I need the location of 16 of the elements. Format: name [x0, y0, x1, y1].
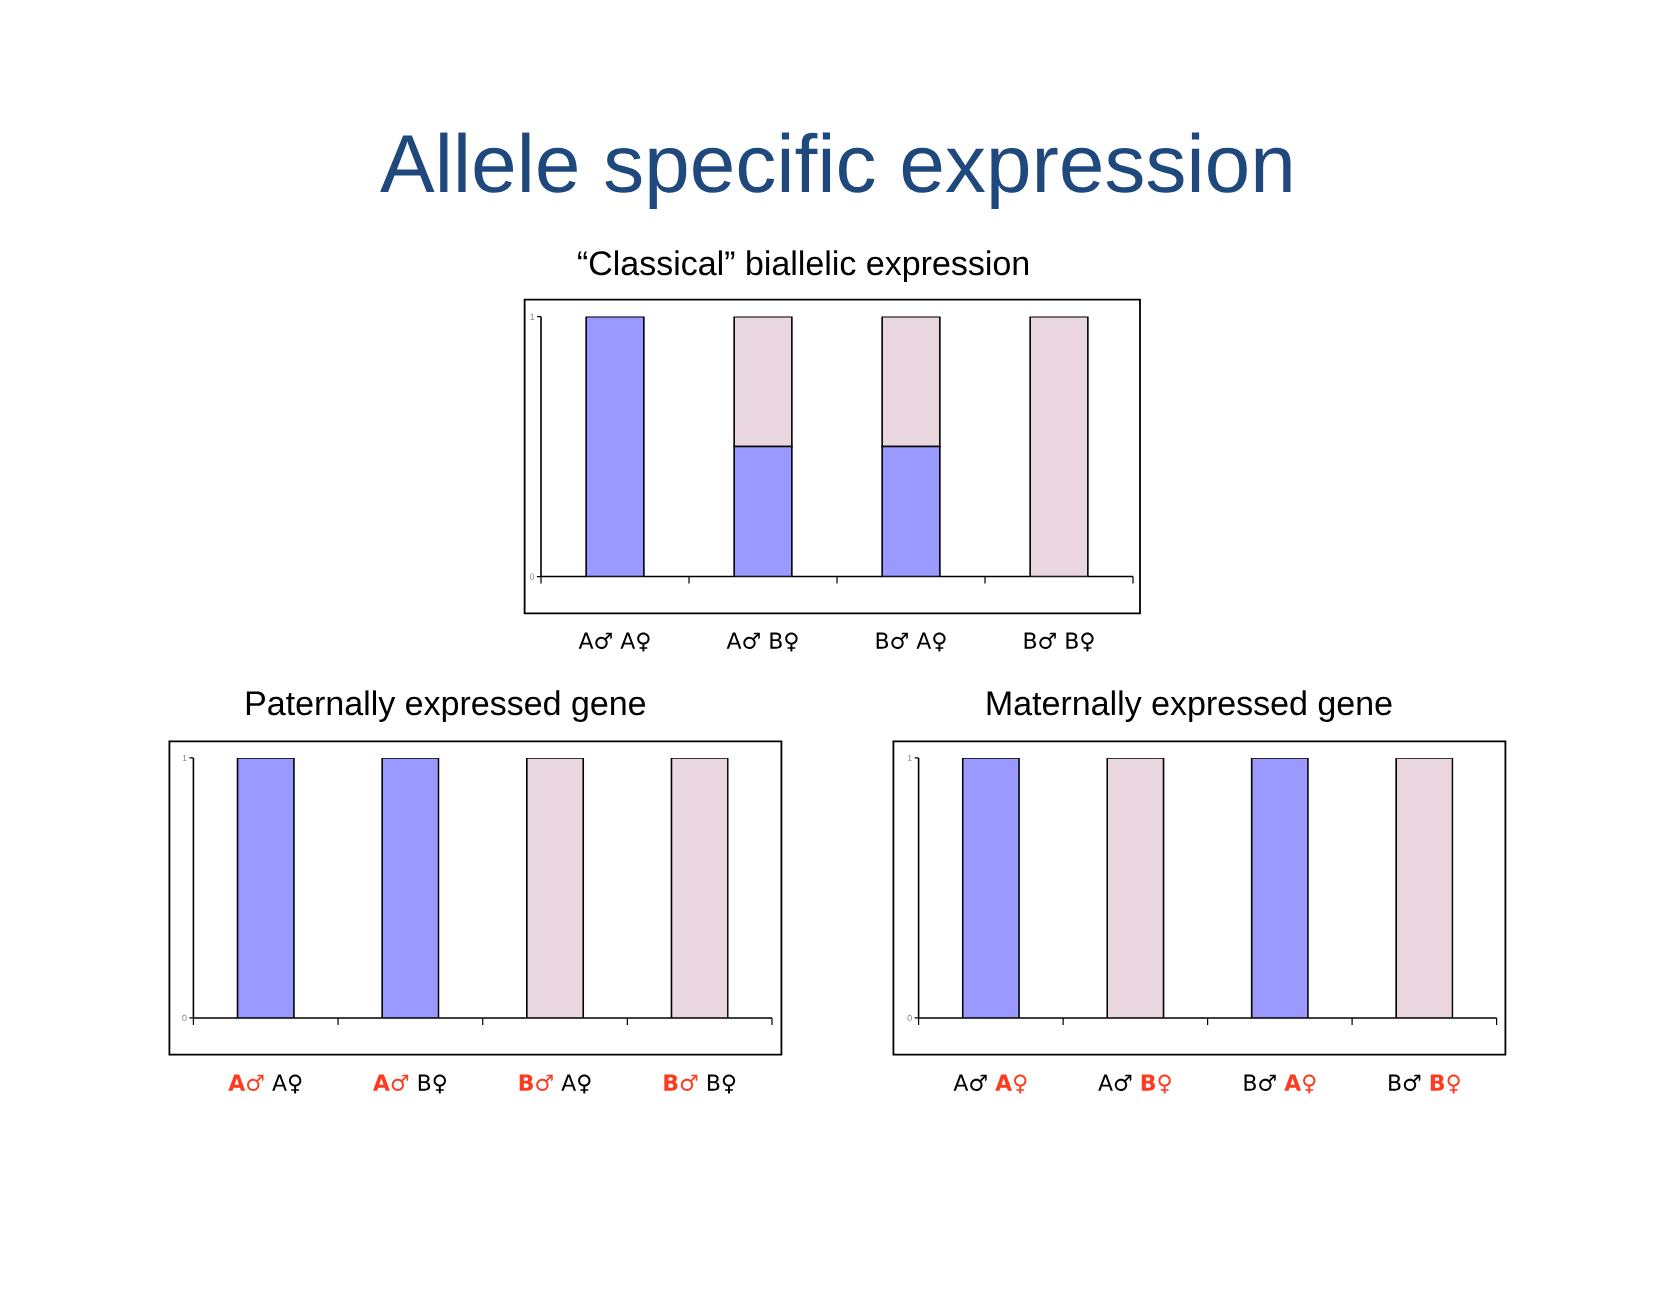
x-tick-label: A♂ B♀	[373, 1074, 446, 1094]
chart-title: Maternally expressed gene	[987, 690, 1392, 723]
x-tick-label: B♂ A♀	[1244, 1074, 1316, 1094]
x-tick-label: A♂ B♀	[1098, 1074, 1171, 1094]
x-tick-label: B♂ B♀	[1389, 1074, 1460, 1094]
chart-title: Paternally expressed gene	[246, 690, 646, 723]
x-tick-label: B♂ A♀	[519, 1074, 591, 1094]
x-tick-label: B♂ B♀	[664, 1074, 736, 1094]
x-tick-label: A♂ A♀	[228, 1074, 302, 1094]
text: Allele specific expression	[380, 132, 1291, 209]
x-tick-label: A♂ A♀	[578, 632, 650, 652]
x-tick-label: B♂ A♀	[876, 632, 946, 652]
x-tick-label: A♂ B♀	[726, 632, 798, 652]
x-tick-label: B♂ B♀	[1024, 632, 1094, 652]
x-tick-label: A♂ A♀	[953, 1074, 1027, 1094]
chart-title: “Classical” biallelic expression	[578, 250, 1029, 283]
